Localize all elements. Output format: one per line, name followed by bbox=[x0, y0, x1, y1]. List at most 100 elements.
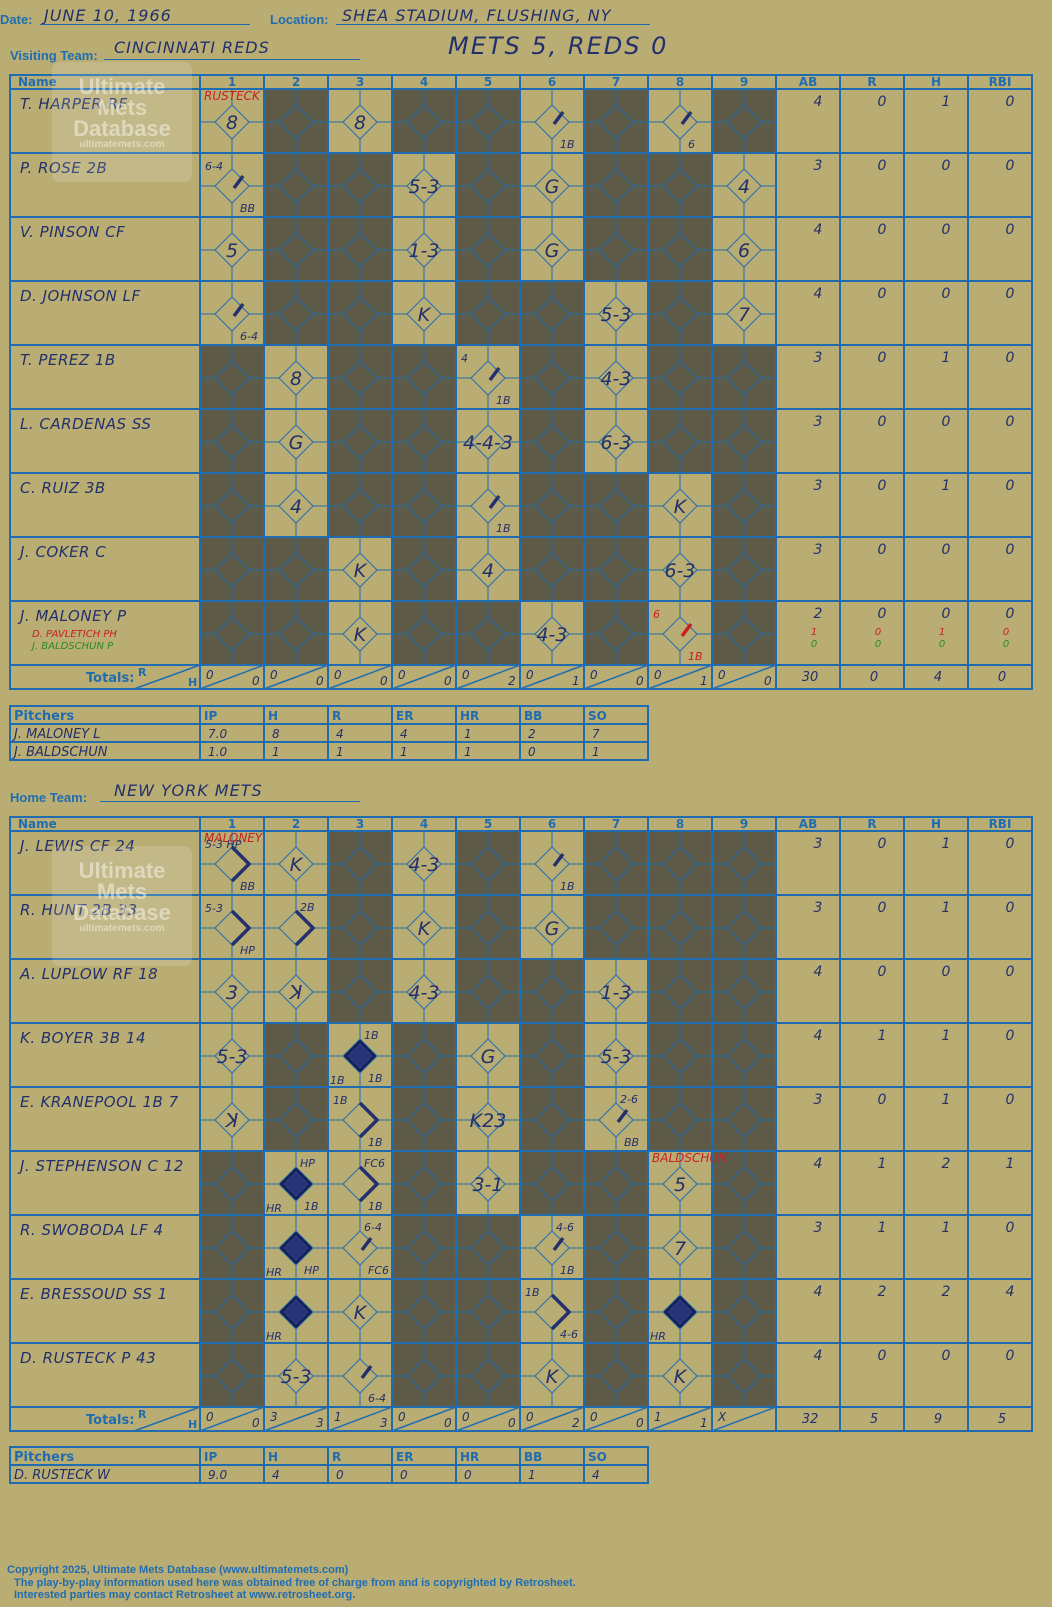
watermark-word-2-home: Mets bbox=[96, 879, 148, 904]
sub-player-stat: 0 bbox=[1003, 639, 1009, 650]
inning-hits: 1 bbox=[572, 674, 580, 688]
player-stat: 3 bbox=[814, 1092, 823, 1108]
pitching-stat: 7.0 bbox=[208, 727, 227, 741]
inning-hits: 0 bbox=[764, 674, 772, 688]
sub-player-stat: 0 bbox=[875, 639, 881, 650]
sub-player-stat: 0 bbox=[939, 639, 945, 650]
game-date: JUNE 10, 1966 bbox=[44, 6, 172, 25]
inning-runs: 0 bbox=[590, 668, 598, 682]
pitchers-header: Pitchers bbox=[14, 1450, 74, 1465]
player-stat: 0 bbox=[942, 606, 951, 622]
player-stat: 0 bbox=[1006, 606, 1015, 622]
inning-hits: 0 bbox=[444, 674, 452, 688]
inning-runs: 0 bbox=[654, 668, 662, 682]
play-note: 1B bbox=[560, 1264, 575, 1277]
play-note: 4-6 bbox=[560, 1328, 578, 1341]
base-diamond bbox=[534, 1294, 570, 1330]
play-note: 6-4 bbox=[364, 1221, 382, 1234]
player-stat: 2 bbox=[878, 1284, 887, 1300]
inning-runs: 0 bbox=[590, 1410, 598, 1424]
pitchers-header: Pitchers bbox=[14, 709, 74, 724]
player-stat: 0 bbox=[878, 478, 887, 494]
player-stat: 0 bbox=[1006, 1092, 1015, 1108]
stat-header: AB bbox=[799, 817, 817, 831]
player-stat: 0 bbox=[878, 222, 887, 238]
stat-header: RBI bbox=[989, 75, 1012, 89]
player-stat: 0 bbox=[878, 836, 887, 852]
inning-hits: 0 bbox=[252, 674, 260, 688]
pitching-stat: 7 bbox=[592, 727, 600, 741]
pitching-stat: 1 bbox=[400, 745, 408, 759]
play-note: 1B bbox=[688, 650, 703, 663]
pitching-stat-header: ER bbox=[396, 1450, 413, 1464]
play-result: K bbox=[418, 304, 432, 326]
game-location: SHEA STADIUM, FLUSHING, NY bbox=[342, 6, 612, 25]
inning-header: 6 bbox=[548, 75, 556, 89]
inning-header: 2 bbox=[292, 817, 300, 831]
play-note: FC6 bbox=[368, 1264, 389, 1277]
totals-divider bbox=[263, 664, 329, 690]
player-stat: 4 bbox=[814, 222, 823, 238]
pitching-stat: 1 bbox=[528, 1468, 536, 1482]
pitching-stat: 1 bbox=[272, 745, 280, 759]
totals-divider bbox=[327, 664, 393, 690]
hit-slash bbox=[680, 110, 693, 126]
team-total-stat: 32 bbox=[802, 1412, 819, 1427]
player-name: P. ROSE 2B bbox=[20, 159, 107, 177]
play-result: 3-1 bbox=[472, 1174, 503, 1196]
player-name: J. MALONEY P bbox=[17, 607, 127, 625]
totals-divider bbox=[711, 1406, 777, 1432]
player-stat: 1 bbox=[878, 1220, 887, 1236]
base-diamond bbox=[342, 1102, 378, 1138]
inning-hits: 1 bbox=[700, 1416, 708, 1430]
pitching-stat-header: IP bbox=[204, 1450, 217, 1464]
pitching-stat: 2 bbox=[528, 727, 536, 741]
stat-header: H bbox=[931, 817, 941, 831]
player-stat: 0 bbox=[942, 222, 951, 238]
pitching-stat: 0 bbox=[336, 1468, 344, 1482]
inning-runs: 0 bbox=[270, 668, 278, 682]
inning-runs: 0 bbox=[398, 668, 406, 682]
player-name: C. RUIZ 3B bbox=[20, 479, 106, 497]
totals-divider bbox=[519, 1406, 585, 1432]
home-team-name: NEW YORK METS bbox=[114, 781, 263, 800]
visiting-team-label: Visiting Team: bbox=[10, 48, 98, 63]
watermark-url-home: ultimatemets.com bbox=[79, 923, 165, 934]
visiting-team-name: CINCINNATI REDS bbox=[114, 38, 270, 57]
player-stat: 0 bbox=[942, 964, 951, 980]
inning-header: 8 bbox=[676, 75, 684, 89]
inning-runs: 0 bbox=[398, 1410, 406, 1424]
pitching-stat-header: H bbox=[268, 709, 278, 723]
totals-label: Totals: bbox=[86, 1413, 134, 1428]
run-scored-diamond bbox=[343, 1039, 377, 1073]
base-diamond bbox=[214, 846, 250, 882]
player-stat: 4 bbox=[814, 94, 823, 110]
totals-divider bbox=[583, 664, 649, 690]
inning-runs: 0 bbox=[206, 1410, 214, 1424]
player-stat: 3 bbox=[814, 836, 823, 852]
pitching-stat-header: BB bbox=[524, 709, 542, 723]
player-stat: 4 bbox=[814, 286, 823, 302]
inning-header: 6 bbox=[548, 817, 556, 831]
totals-divider bbox=[391, 1406, 457, 1432]
play-note: 6-4 bbox=[205, 160, 223, 173]
inning-header: 5 bbox=[484, 75, 492, 89]
play-result: 5-3 bbox=[600, 1046, 631, 1068]
totals-divider bbox=[711, 664, 777, 690]
base-diamond bbox=[470, 488, 506, 524]
player-stat: 0 bbox=[1006, 542, 1015, 558]
play-note: BB bbox=[240, 202, 255, 215]
sub-player-stat: 0 bbox=[875, 627, 881, 638]
player-stat: 0 bbox=[1006, 350, 1015, 366]
home-team-label: Home Team: bbox=[10, 790, 88, 805]
play-result: K23 bbox=[470, 1110, 507, 1132]
player-stat: 1 bbox=[942, 1220, 951, 1236]
inning-header: 9 bbox=[740, 817, 748, 831]
player-name: T. PEREZ 1B bbox=[20, 351, 116, 369]
inning-header: 3 bbox=[356, 817, 364, 831]
play-note: 6 bbox=[688, 138, 695, 151]
player-stat: 2 bbox=[942, 1284, 951, 1300]
play-note: 5-3 bbox=[205, 902, 223, 915]
hit-slash bbox=[680, 622, 693, 638]
base-diamond bbox=[278, 910, 314, 946]
